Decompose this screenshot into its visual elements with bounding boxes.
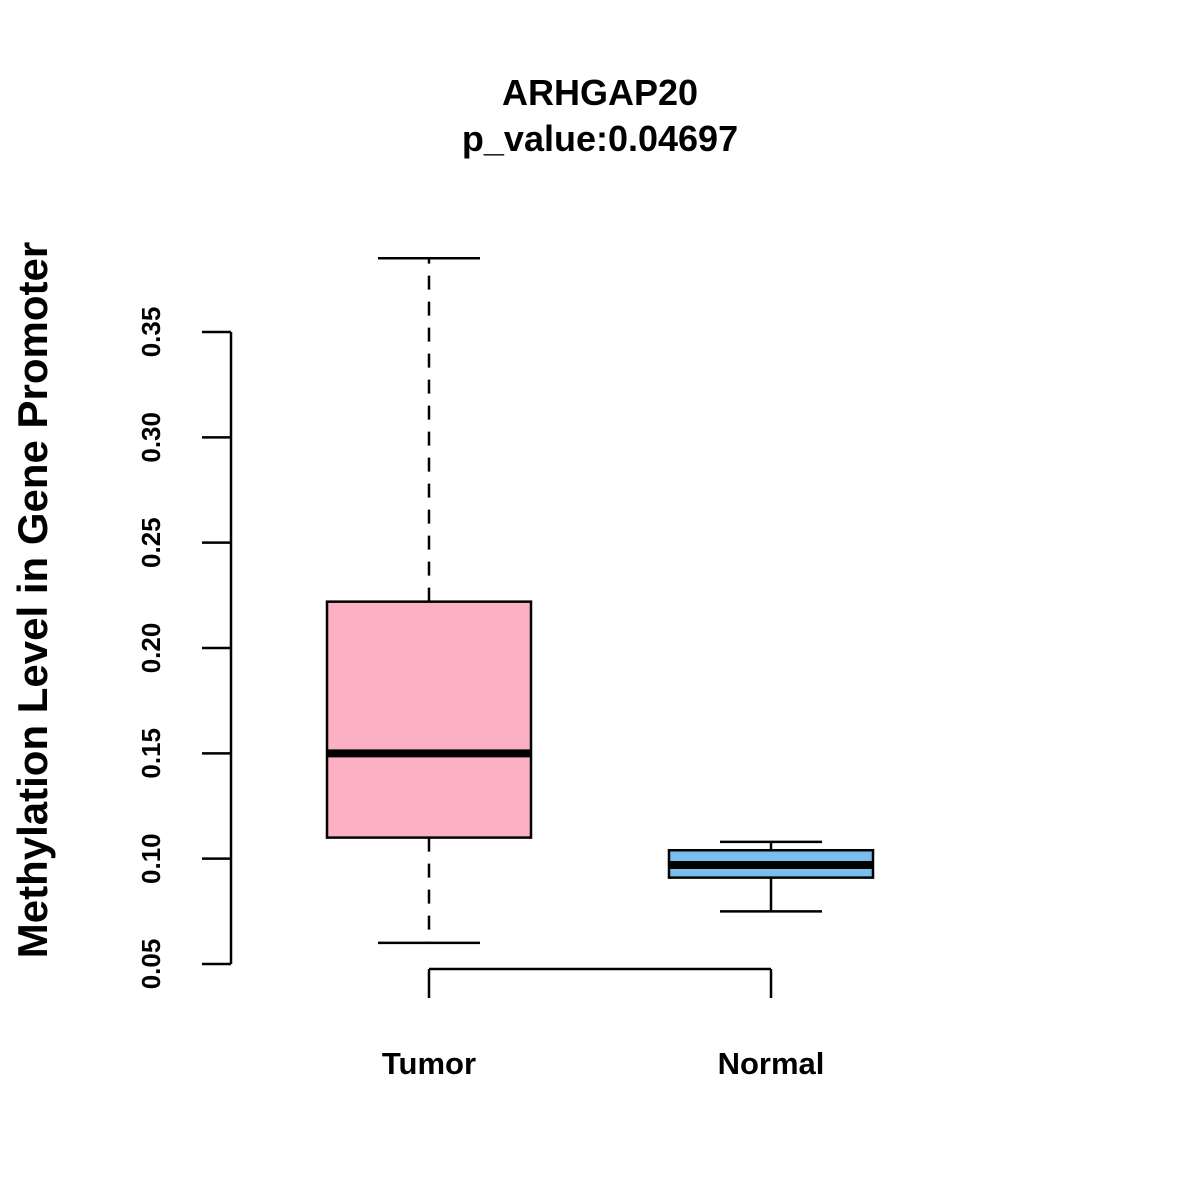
chart-subtitle: p_value:0.04697 — [462, 118, 738, 159]
y-tick-label: 0.30 — [136, 412, 166, 463]
box-tumor — [325, 257, 533, 945]
y-tick-label: 0.35 — [136, 307, 166, 358]
y-axis-title: Methylation Level in Gene Promoter — [9, 242, 56, 958]
significance-bracket — [427, 967, 773, 998]
y-axis: 0.05 0.10 0.15 0.20 0.25 0.30 0.35 — [136, 307, 233, 990]
y-tick-label: 0.15 — [136, 728, 166, 779]
y-tick-label: 0.05 — [136, 939, 166, 990]
x-label-normal: Normal — [718, 1046, 825, 1081]
y-tick-label: 0.20 — [136, 623, 166, 674]
y-tick-label: 0.10 — [136, 833, 166, 884]
box-normal — [667, 840, 875, 913]
chart-title: ARHGAP20 — [502, 72, 698, 113]
y-tick-label: 0.25 — [136, 517, 166, 568]
iqr-box — [325, 600, 533, 839]
x-label-tumor: Tumor — [382, 1046, 476, 1081]
x-axis-labels: Tumor Normal — [382, 1046, 824, 1081]
boxes-group — [325, 257, 875, 945]
